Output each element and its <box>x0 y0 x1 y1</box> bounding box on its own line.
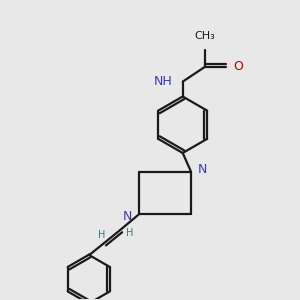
Text: H: H <box>125 228 133 238</box>
Text: H: H <box>98 230 105 240</box>
Text: N: N <box>123 210 132 223</box>
Text: N: N <box>198 164 207 176</box>
Text: CH₃: CH₃ <box>195 31 215 41</box>
Text: O: O <box>233 60 243 73</box>
Text: NH: NH <box>154 74 172 88</box>
